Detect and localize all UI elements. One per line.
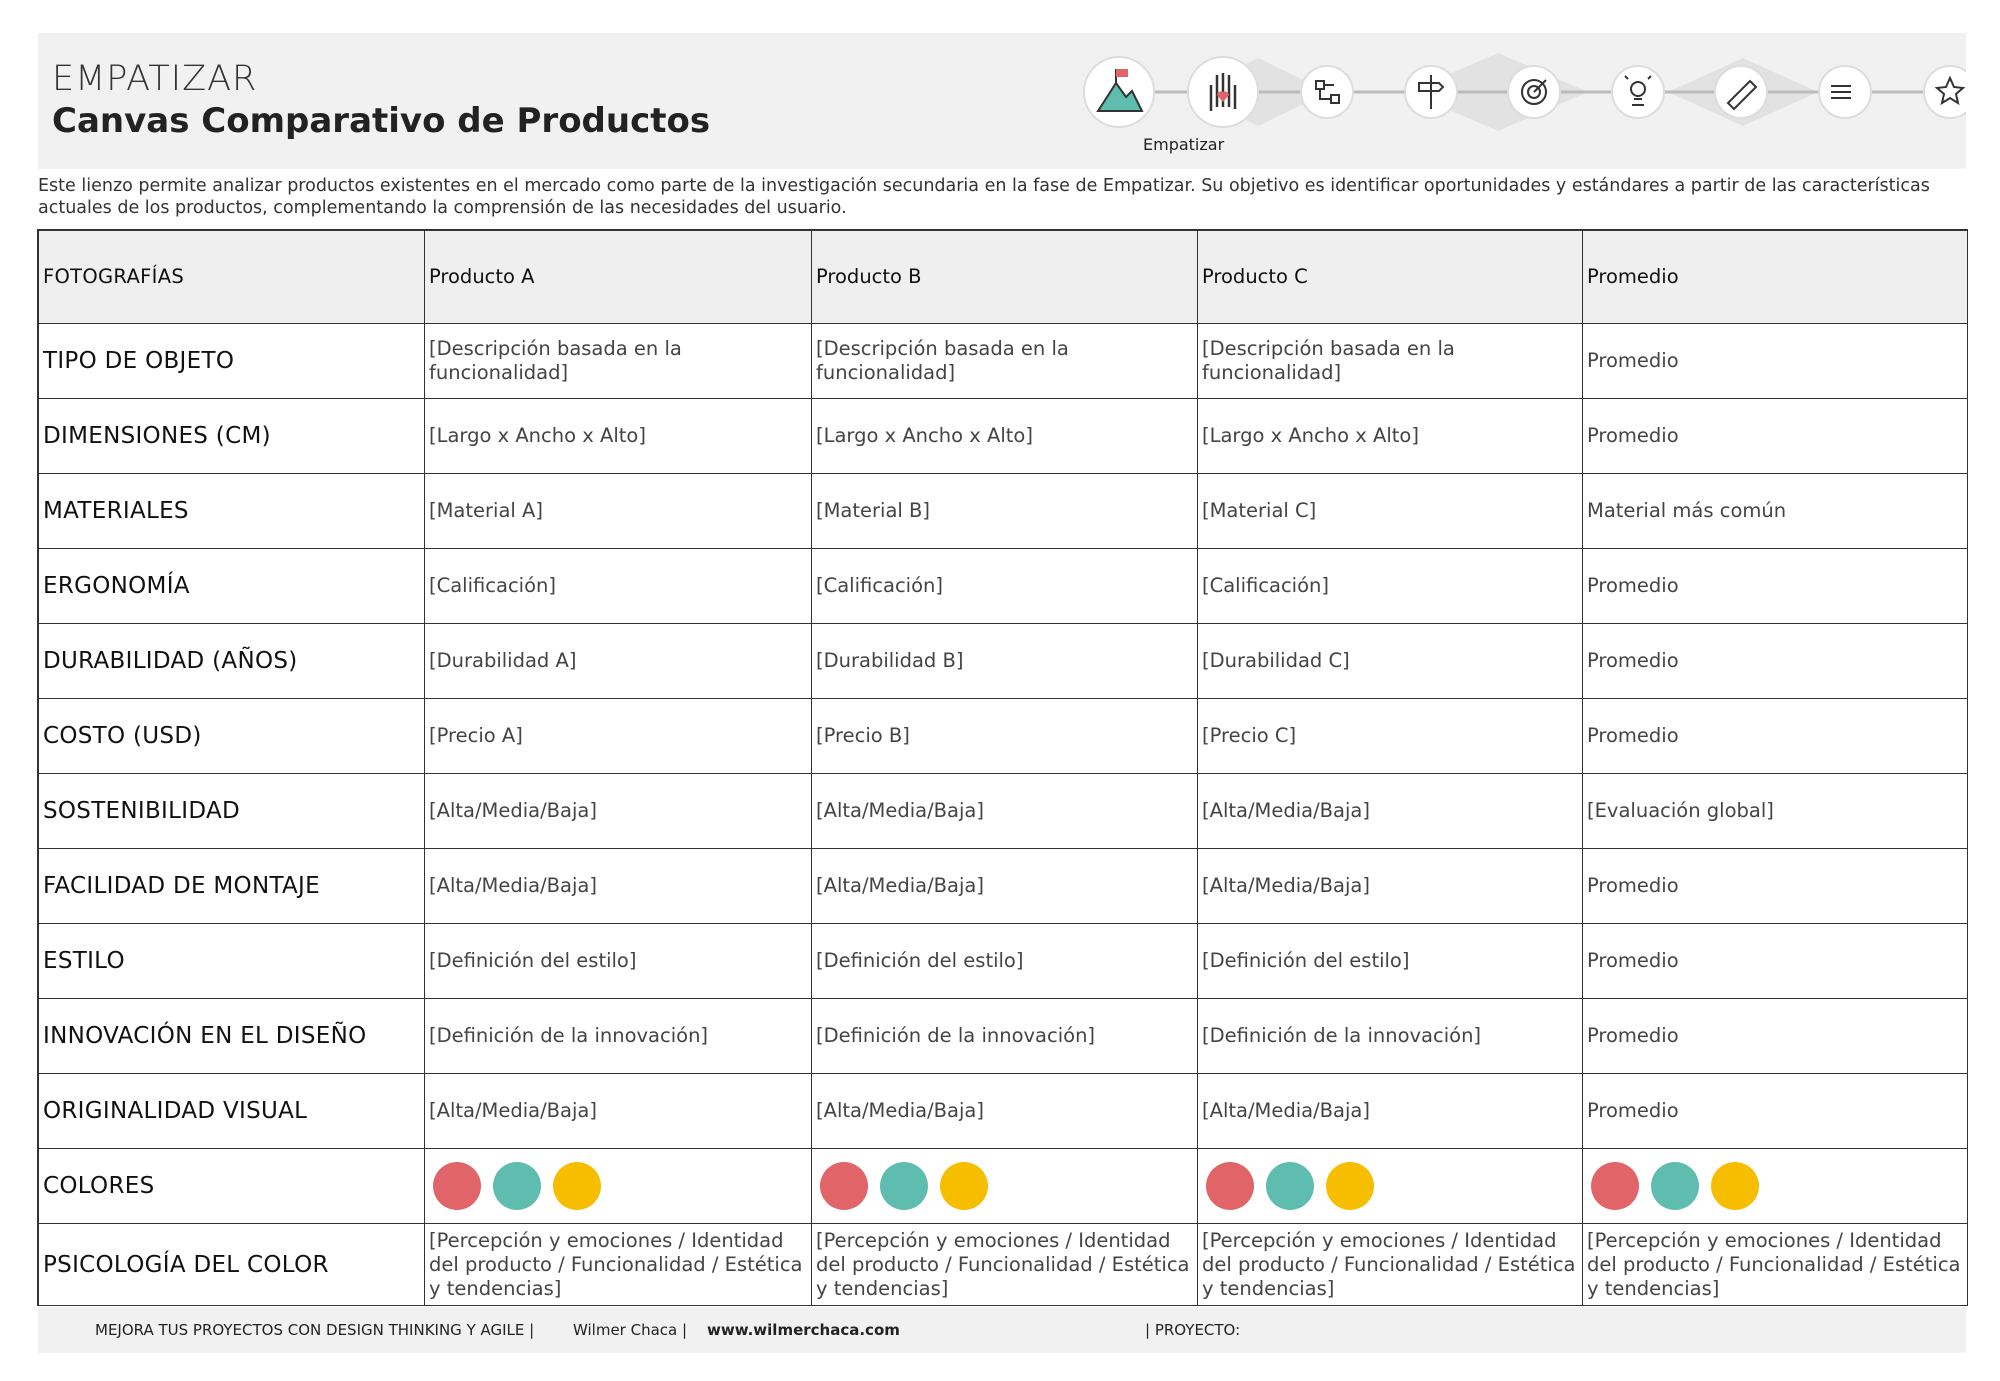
- color-swatch: [1266, 1162, 1314, 1210]
- cell: Promedio: [1583, 549, 1968, 624]
- cell: Promedio: [1583, 924, 1968, 999]
- row-label: PSICOLOGÍA DEL COLOR: [39, 1224, 425, 1306]
- cell: [Alta/Media/Baja]: [1198, 774, 1583, 849]
- column-header: Producto A: [425, 231, 812, 324]
- footer-website: www.wilmerchaca.com: [707, 1321, 900, 1339]
- color-cell: [1583, 1149, 1968, 1224]
- cell: Promedio: [1583, 624, 1968, 699]
- cell: [Largo x Ancho x Alto]: [425, 399, 812, 474]
- cell: [Descripción basada en la funcionalidad]: [1198, 324, 1583, 399]
- cell: [Definición de la innovación]: [425, 999, 812, 1074]
- cell: [Definición de la innovación]: [812, 999, 1198, 1074]
- cell: [Definición del estilo]: [1198, 924, 1583, 999]
- row-label: ERGONOMÍA: [39, 549, 425, 624]
- column-header: Producto B: [812, 231, 1198, 324]
- row-label: ORIGINALIDAD VISUAL: [39, 1074, 425, 1149]
- cell: [Calificación]: [1198, 549, 1583, 624]
- cell: [Alta/Media/Baja]: [1198, 1074, 1583, 1149]
- footer-tagline: MEJORA TUS PROYECTOS CON DESIGN THINKING…: [95, 1321, 535, 1339]
- row-label: FACILIDAD DE MONTAJE: [39, 849, 425, 924]
- row-label: COLORES: [39, 1149, 425, 1224]
- cell: [Calificación]: [425, 549, 812, 624]
- color-cell: [1198, 1149, 1583, 1224]
- header: EMPATIZAR Canvas Comparativo de Producto…: [38, 33, 1966, 169]
- cell: [Alta/Media/Baja]: [425, 849, 812, 924]
- cell: [Percepción y emociones / Identidad del …: [812, 1224, 1198, 1306]
- cell: [Percepción y emociones / Identidad del …: [425, 1224, 812, 1306]
- cell: Promedio: [1583, 1074, 1968, 1149]
- row-label: INNOVACIÓN EN EL DISEÑO: [39, 999, 425, 1074]
- cell: [Durabilidad A]: [425, 624, 812, 699]
- color-swatch: [880, 1162, 928, 1210]
- cell: [Evaluación global]: [1583, 774, 1968, 849]
- footer-author: Wilmer Chaca |: [573, 1321, 688, 1339]
- column-header: Promedio: [1583, 231, 1968, 324]
- row-label: DIMENSIONES (CM): [39, 399, 425, 474]
- cell: Promedio: [1583, 399, 1968, 474]
- cell: [Alta/Media/Baja]: [425, 1074, 812, 1149]
- column-header: Producto C: [1198, 231, 1583, 324]
- cell: [Largo x Ancho x Alto]: [812, 399, 1198, 474]
- cell: [Alta/Media/Baja]: [812, 1074, 1198, 1149]
- cell: Material más común: [1583, 474, 1968, 549]
- color-swatch: [1326, 1162, 1374, 1210]
- color-swatch: [1651, 1162, 1699, 1210]
- cell: [Precio C]: [1198, 699, 1583, 774]
- cell: Promedio: [1583, 999, 1968, 1074]
- row-label: SOSTENIBILIDAD: [39, 774, 425, 849]
- row-label: DURABILIDAD (AÑOS): [39, 624, 425, 699]
- stage-track: [1083, 53, 1966, 131]
- row-label: COSTO (USD): [39, 699, 425, 774]
- color-swatch: [433, 1162, 481, 1210]
- color-swatch: [553, 1162, 601, 1210]
- cell: [Precio A]: [425, 699, 812, 774]
- cell: [Calificación]: [812, 549, 1198, 624]
- footer: MEJORA TUS PROYECTOS CON DESIGN THINKING…: [38, 1307, 1966, 1353]
- color-swatch: [493, 1162, 541, 1210]
- cell: [Material B]: [812, 474, 1198, 549]
- cell: [Material C]: [1198, 474, 1583, 549]
- column-header: FOTOGRAFÍAS: [39, 231, 425, 324]
- cell: [Descripción basada en la funcionalidad]: [425, 324, 812, 399]
- cell: [Alta/Media/Baja]: [812, 849, 1198, 924]
- color-swatch: [820, 1162, 868, 1210]
- color-cell: [425, 1149, 812, 1224]
- cell: [Precio B]: [812, 699, 1198, 774]
- cell: [Material A]: [425, 474, 812, 549]
- color-swatch: [1711, 1162, 1759, 1210]
- row-label: ESTILO: [39, 924, 425, 999]
- cell: [Definición del estilo]: [425, 924, 812, 999]
- cell: [Alta/Media/Baja]: [812, 774, 1198, 849]
- row-label: MATERIALES: [39, 474, 425, 549]
- color-swatch: [940, 1162, 988, 1210]
- cell: Promedio: [1583, 849, 1968, 924]
- cell: [Percepción y emociones / Identidad del …: [1198, 1224, 1583, 1306]
- color-cell: [812, 1149, 1198, 1224]
- cell: [Alta/Media/Baja]: [425, 774, 812, 849]
- cell: [Durabilidad B]: [812, 624, 1198, 699]
- cell: [Alta/Media/Baja]: [1198, 849, 1583, 924]
- cell: [Durabilidad C]: [1198, 624, 1583, 699]
- description: Este lienzo permite analizar productos e…: [38, 176, 1930, 218]
- title: Canvas Comparativo de Productos: [52, 101, 711, 141]
- cell: [Largo x Ancho x Alto]: [1198, 399, 1583, 474]
- row-label: TIPO DE OBJETO: [39, 324, 425, 399]
- cell: Promedio: [1583, 324, 1968, 399]
- footer-project: | PROYECTO:: [1145, 1321, 1241, 1339]
- color-swatch: [1591, 1162, 1639, 1210]
- cell: [Descripción basada en la funcionalidad]: [812, 324, 1198, 399]
- stage-label: Empatizar: [1143, 135, 1225, 154]
- comparison-table: FOTOGRAFÍAS Producto A Producto B Producto …: [37, 229, 1968, 1306]
- cell: [Percepción y emociones / Identidad del …: [1583, 1224, 1968, 1306]
- cell: [Definición del estilo]: [812, 924, 1198, 999]
- color-swatch: [1206, 1162, 1254, 1210]
- cell: [Definición de la innovación]: [1198, 999, 1583, 1074]
- cell: Promedio: [1583, 699, 1968, 774]
- phase: EMPATIZAR: [52, 59, 258, 99]
